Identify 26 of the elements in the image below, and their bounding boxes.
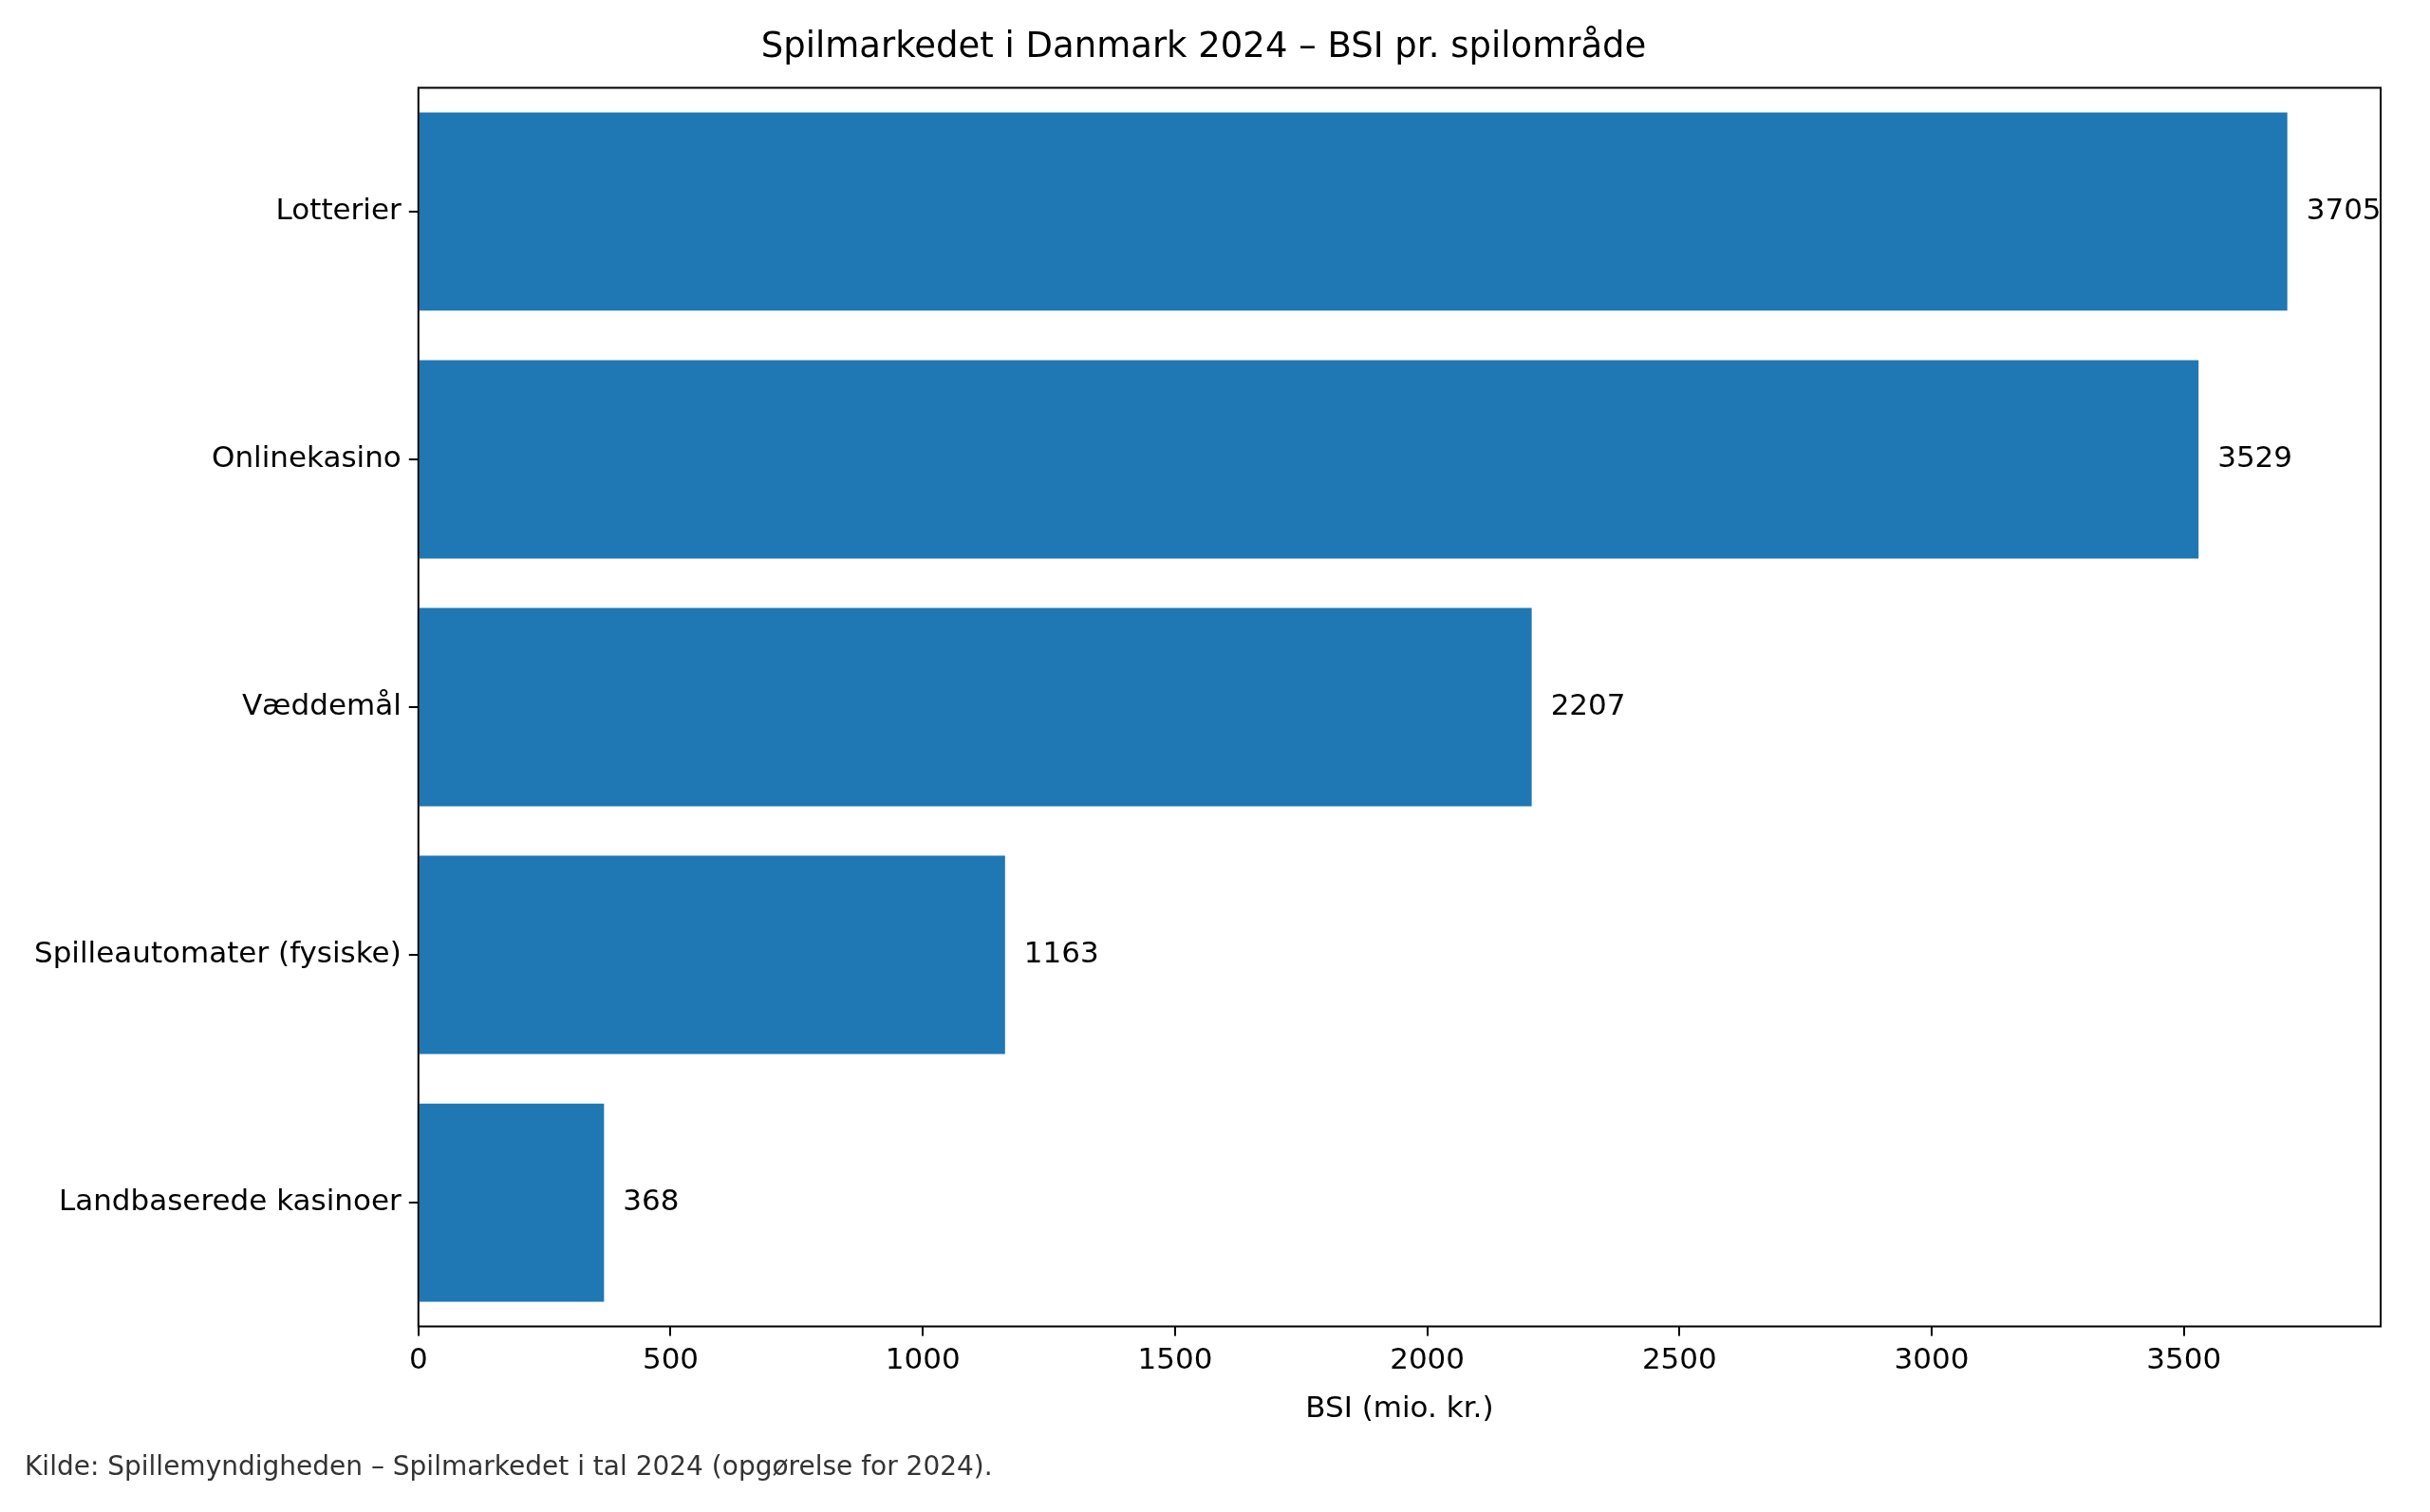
text: Kilde: Spillemyndigheden – Spilmarkedet i tal 2024 (opgørelse for 2024). [24,1449,994,1482]
y-tick-label: Onlinekasino [212,439,402,475]
data-label: 2207 [1550,687,1626,722]
x-axis-title: BSI (mio. kr.) [1305,1390,1494,1425]
bar [419,855,1005,1055]
x-tick-label: 500 [642,1341,700,1376]
x-tick-label: 3500 [2146,1341,2222,1376]
data-label: 3705 [2306,191,2382,226]
bar [419,360,2199,559]
x-tick-label: 0 [408,1341,428,1376]
y-tick-label: Væddemål [241,687,402,722]
x-tick-label: 2500 [1641,1341,1717,1376]
data-label: 368 [623,1183,680,1218]
x-tick-label: 1500 [1137,1341,1213,1376]
x-tick-label: 3000 [1894,1341,1970,1376]
y-tick-label: Lotterier [275,191,402,226]
bar [419,1103,605,1302]
x-tick-label: 1000 [885,1341,961,1376]
y-tick-label: Spilleautomater (fysiske) [33,935,402,970]
x-tick-label: 2000 [1390,1341,1466,1376]
y-tick-label: Landbaserede kasinoer [58,1183,402,1218]
bar [419,112,2288,311]
data-label: 3529 [2217,439,2293,475]
data-label: 1163 [1023,935,1099,970]
chart-title: Spilmarkedet i Danmark 2024 – BSI pr. spilområde [760,24,1647,65]
bar [419,607,1532,807]
